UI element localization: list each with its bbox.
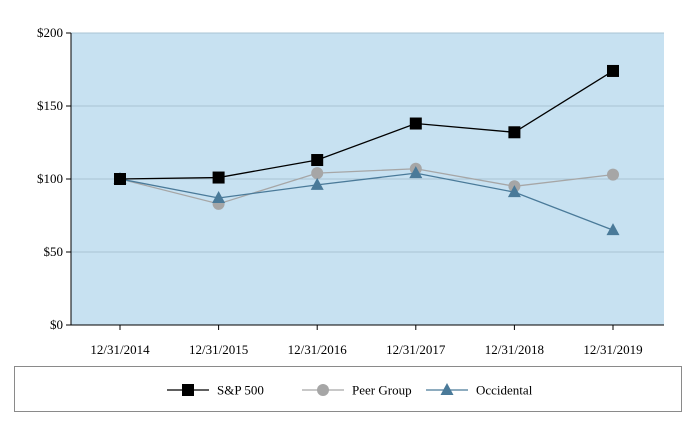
data-point-s-p-500 (508, 126, 521, 139)
data-point-s-p-500 (212, 171, 225, 184)
legend-marker-occidental (440, 383, 454, 395)
y-tick-label: $200 (37, 25, 63, 40)
y-tick-label: $50 (44, 244, 64, 259)
data-point-s-p-500 (311, 154, 324, 167)
x-tick-label: 12/31/2018 (485, 342, 544, 357)
y-tick-label: $100 (37, 171, 63, 186)
y-tick-label: $0 (50, 317, 63, 332)
series-line-s-p-500 (119, 70, 614, 180)
series-line-occidental (119, 172, 614, 231)
data-point-peer-group (607, 168, 619, 181)
data-point-occidental (409, 166, 423, 179)
legend-label-peer-group: Peer Group (352, 383, 412, 398)
series-line-peer-group (119, 168, 614, 205)
legend: S&P 500 Peer Group Occidental (14, 366, 682, 412)
data-point-occidental (606, 223, 620, 236)
line-chart: $0$50$100$150$200 12/31/2014 12/31/2015 12… (37, 25, 664, 357)
x-tick-label: 12/31/2017 (386, 342, 446, 357)
legend-marker-s-p-500 (182, 384, 194, 396)
data-point-occidental (310, 177, 324, 190)
x-tick-label: 12/31/2016 (288, 342, 348, 357)
data-point-s-p-500 (607, 64, 619, 77)
x-tick-label: 12/31/2015 (189, 342, 248, 357)
data-point-occidental (212, 190, 226, 203)
data-point-occidental (507, 185, 521, 198)
x-tick-label: 12/31/2014 (90, 342, 150, 357)
legend-marker-peer-group (317, 384, 329, 396)
y-axis-ticks: $0 $50 $100 $150 $200 (37, 25, 71, 332)
y-tick-label: $150 (37, 98, 63, 113)
data-point-s-p-500 (409, 117, 422, 130)
legend-label-occidental: Occidental (476, 383, 533, 398)
x-axis-ticks: 12/31/2014 12/31/2015 12/31/2016 12/31/2017… (90, 325, 643, 357)
series-group (113, 64, 620, 236)
data-point-s-p-500 (114, 173, 126, 185)
x-tick-label: 12/31/2019 (583, 342, 642, 357)
legend-label-s-p-500: S&P 500 (217, 383, 264, 398)
data-point-peer-group (311, 167, 324, 180)
